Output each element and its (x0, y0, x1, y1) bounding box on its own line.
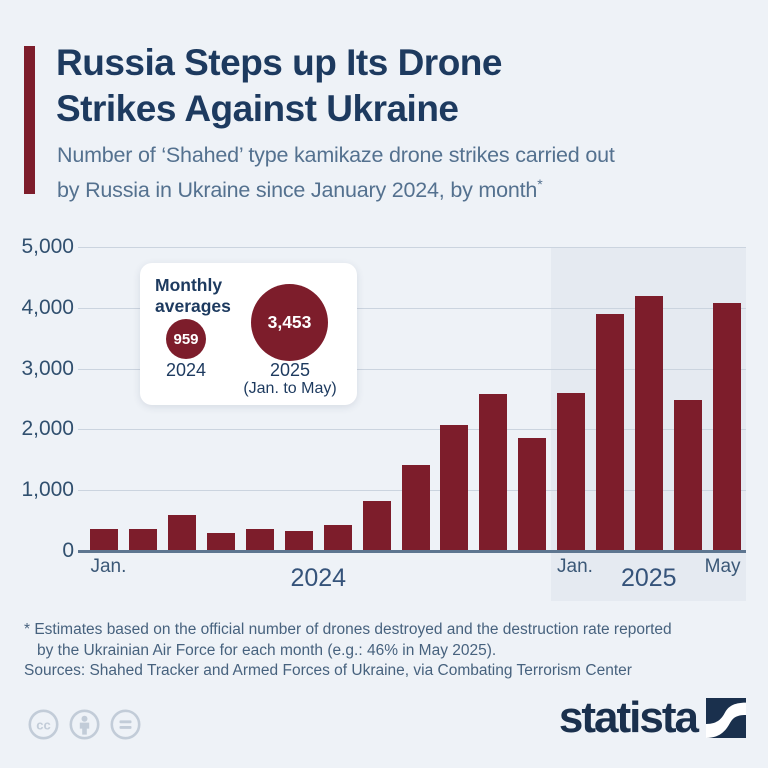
monthly-averages-card: Monthly averages 959 3,453 2024 2025 (Ja… (140, 263, 357, 405)
footnote-line-2: by the Ukrainian Air Force for each mont… (37, 642, 497, 659)
y-axis-label-3000: 3,000 (21, 356, 74, 380)
footnote: * Estimates based on the official number… (24, 619, 672, 661)
title-accent-bar (24, 46, 35, 194)
bar-feb-2024 (129, 528, 158, 551)
bar-jan-2024 (90, 528, 119, 551)
sources-line: Sources: Shahed Tracker and Armed Forces… (24, 662, 632, 679)
y-axis-label-5000: 5,000 (21, 235, 74, 258)
bar-mar-2024 (168, 514, 197, 551)
monthly-averages-title: Monthly averages (155, 275, 231, 316)
bar-jun-2024 (284, 530, 313, 551)
average-circle-2025: 3,453 (251, 284, 328, 361)
footnote-line-1: * Estimates based on the official number… (24, 621, 672, 638)
statista-logo[interactable]: statista (558, 693, 746, 742)
gridline-2000 (78, 429, 746, 431)
average-sublabel-2025: (Jan. to May) (243, 380, 337, 397)
y-axis-label-0: 0 (62, 539, 74, 562)
y-axis-label-1000: 1,000 (21, 478, 74, 502)
svg-text:cc: cc (36, 718, 50, 733)
gridline-5000 (78, 247, 746, 248)
title-line-1: Russia Steps up Its Drone (56, 42, 503, 83)
average-label-2024: 2024 (165, 360, 207, 380)
y-axis-label-2000: 2,000 (21, 417, 74, 441)
bar-jan-2025 (557, 392, 586, 551)
chart-subtitle: Number of ‘Shahed’ type kamikaze drone s… (57, 141, 615, 205)
bar-jul-2024 (323, 524, 352, 551)
bar-nov-2024 (479, 393, 508, 551)
x-axis-label-jan: Jan. (557, 556, 593, 577)
average-value-2025: 3,453 (267, 312, 312, 332)
cc-icon[interactable]: cc (28, 709, 59, 740)
subtitle-line-2: by Russia in Ukraine since January 2024,… (57, 178, 538, 203)
x-axis-line (78, 550, 746, 553)
subtitle-line-1: Number of ‘Shahed’ type kamikaze drone s… (57, 143, 615, 167)
bar-may-2025 (712, 302, 741, 551)
bar-apr-2024 (207, 533, 236, 551)
attribution-person-icon[interactable] (69, 709, 100, 740)
bar-sep-2024 (401, 465, 430, 551)
gridline-3000 (78, 368, 746, 370)
statista-logo-text: statista (558, 693, 699, 742)
bar-apr-2025 (673, 400, 702, 551)
bar-mar-2025 (634, 295, 663, 551)
bar-oct-2024 (440, 424, 469, 551)
x-axis-label-jan: Jan. (90, 556, 127, 577)
footnote-marker: * (537, 176, 543, 192)
y-axis-label-4000: 4,000 (21, 295, 74, 319)
x-axis-label-may: May (704, 556, 741, 577)
bar-dec-2024 (518, 437, 547, 551)
bar-feb-2025 (595, 313, 624, 551)
page-title: Russia Steps up Its Drone Strikes Against… (56, 40, 503, 132)
statista-logo-mark (706, 698, 746, 738)
title-line-2: Strikes Against Ukraine (56, 88, 459, 129)
average-value-2024: 959 (173, 330, 199, 348)
bar-aug-2024 (362, 501, 391, 551)
average-label-2025: 2025 (269, 360, 311, 380)
x-axis-label-2024: 2024 (290, 564, 347, 592)
no-derivatives-icon[interactable] (110, 709, 141, 740)
bar-may-2024 (245, 528, 274, 551)
cc-license-badges[interactable]: cc (28, 709, 141, 740)
gridline-4000 (78, 307, 746, 309)
x-axis-label-2025: 2025 (620, 564, 677, 592)
average-circle-2024: 959 (166, 319, 206, 359)
